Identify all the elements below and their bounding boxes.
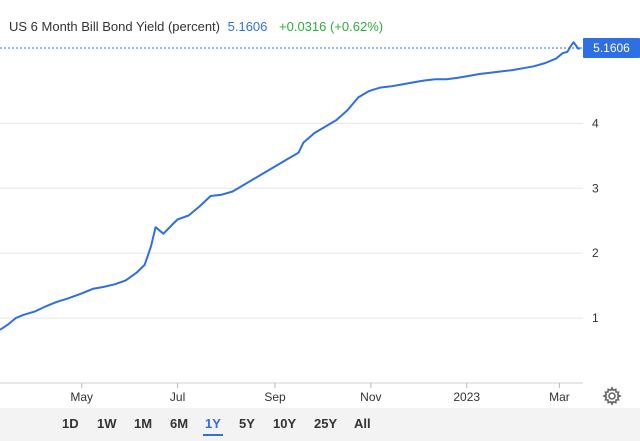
x-tick-label: Jul — [170, 390, 185, 404]
current-price-label: 5.1606 — [583, 38, 640, 59]
x-tick-label: 2023 — [453, 390, 480, 404]
y-tick-label: 4 — [592, 116, 599, 130]
y-tick-label: 2 — [592, 246, 599, 260]
range-button-10y[interactable]: 10Y — [273, 416, 297, 431]
chart-header: US 6 Month Bill Bond Yield (percent) 5.1… — [9, 19, 383, 34]
range-button-1m[interactable]: 1M — [134, 416, 153, 431]
y-tick-label: 1 — [592, 311, 599, 325]
chart-title: US 6 Month Bill Bond Yield (percent) — [9, 19, 220, 34]
range-button-1d[interactable]: 1D — [62, 416, 79, 431]
x-tick-label: Mar — [549, 390, 570, 404]
x-tick-label: Nov — [360, 390, 381, 404]
range-toolbar: 1D 1W 1M 6M 1Y 5Y 10Y 25Y All — [0, 408, 640, 441]
range-button-1w[interactable]: 1W — [97, 416, 117, 431]
last-value: 5.1606 — [227, 19, 268, 34]
x-tick-label: May — [70, 390, 93, 404]
range-button-6m[interactable]: 6M — [170, 416, 189, 431]
x-axis: May Jul Sep Nov 2023 Mar — [70, 383, 570, 404]
range-button-1y[interactable]: 1Y — [203, 416, 223, 436]
range-button-25y[interactable]: 25Y — [314, 416, 338, 431]
series-line[interactable] — [0, 41, 581, 331]
line-chart: 1 2 3 4 May Jul Sep Nov 2023 Mar — [0, 41, 599, 404]
gear-icon[interactable] — [602, 386, 622, 406]
range-button-all[interactable]: All — [354, 416, 371, 431]
range-button-5y[interactable]: 5Y — [239, 416, 255, 431]
change-value: +0.0316 (+0.62%) — [279, 19, 384, 34]
grid-lines — [0, 122, 583, 384]
x-tick-label: Sep — [264, 390, 286, 404]
y-axis: 1 2 3 4 — [592, 116, 599, 325]
y-tick-label: 3 — [592, 181, 599, 195]
